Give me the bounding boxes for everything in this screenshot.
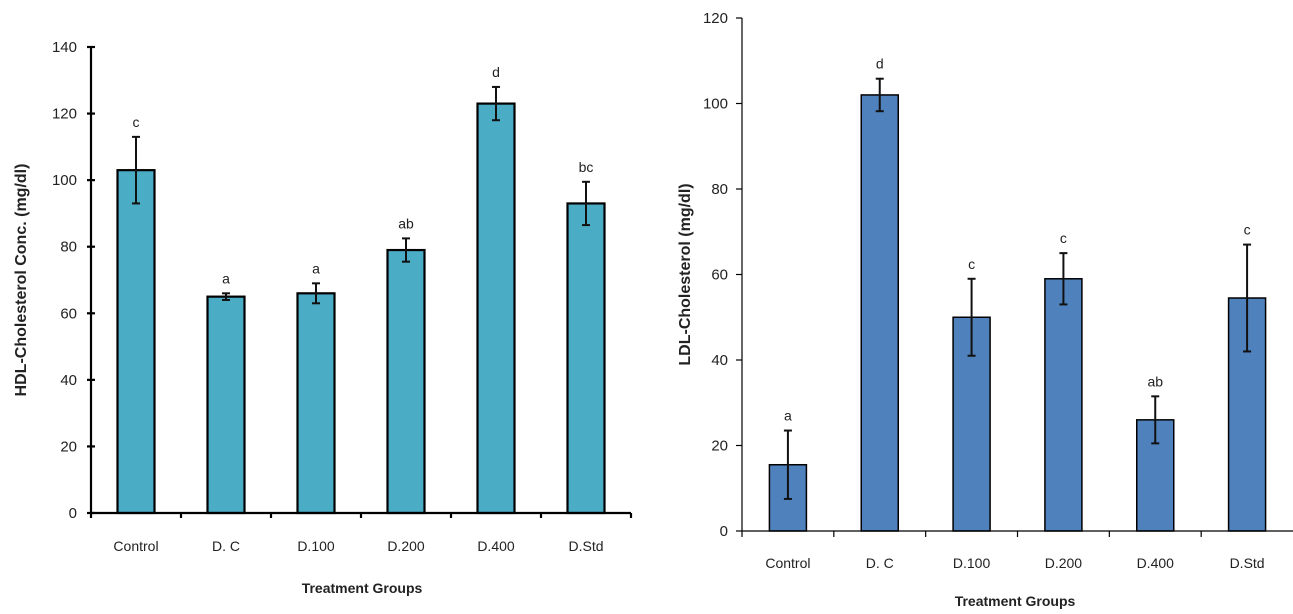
y-tick-label: 60: [60, 305, 77, 322]
y-tick-label: 0: [720, 523, 728, 540]
significance-label: bc: [579, 159, 594, 175]
y-tick-label: 20: [711, 438, 728, 455]
bar: [206, 295, 246, 515]
y-tick-label: 100: [703, 96, 728, 113]
category-label: D.400: [1137, 555, 1175, 571]
significance-label: d: [492, 64, 500, 80]
bar: [476, 102, 516, 515]
significance-label: d: [876, 56, 884, 72]
significance-label: c: [133, 114, 140, 130]
y-tick-label: 120: [52, 106, 77, 123]
y-tick-label: 80: [711, 181, 728, 198]
category-label: D.400: [477, 538, 515, 554]
category-label: D.Std: [1230, 555, 1265, 571]
x-axis-title: Treatment Groups: [955, 593, 1076, 609]
bar: [116, 169, 156, 515]
bar: [296, 292, 336, 515]
category-label: D.100: [297, 538, 335, 554]
y-tick-label: 60: [711, 267, 728, 284]
y-tick-label: 40: [711, 352, 728, 369]
y-tick-label: 120: [703, 10, 728, 27]
y-tick-label: 20: [60, 438, 77, 455]
category-label: Control: [113, 538, 158, 554]
y-tick-label: 80: [60, 239, 77, 256]
y-tick-label: 40: [60, 372, 77, 389]
y-axis-title: LDL-Cholesterol (mg/dl): [677, 183, 694, 365]
ldl-chart: a Control d D. C c D.100 c D.200 ab D.400 c D.Std 0 2…: [677, 10, 1293, 609]
significance-label: a: [222, 270, 230, 286]
y-tick-label: 100: [52, 172, 77, 189]
category-label: D. C: [866, 555, 894, 571]
y-tick-label: 0: [69, 505, 77, 522]
category-label: Control: [765, 555, 810, 571]
y-axis-title: HDL-Cholesterol Conc. (mg/dl): [13, 164, 30, 397]
x-axis-title: Treatment Groups: [302, 580, 423, 596]
bar: [566, 202, 606, 515]
category-label: D.200: [1045, 555, 1083, 571]
bar: [1044, 278, 1083, 532]
bar: [386, 248, 426, 515]
category-label: D.200: [387, 538, 425, 554]
category-label: D. C: [212, 538, 240, 554]
y-tick-label: 140: [52, 39, 77, 56]
category-label: D.Std: [568, 538, 603, 554]
category-label: D.100: [953, 555, 991, 571]
significance-label: ab: [1147, 373, 1163, 389]
significance-label: a: [784, 408, 792, 424]
hdl-chart: c Control a D. C a D.100 ab D.200 d D.400 bc D.Std 0…: [13, 39, 633, 596]
significance-label: a: [312, 260, 320, 276]
bar: [860, 94, 899, 532]
significance-label: c: [1060, 230, 1067, 246]
significance-label: c: [1244, 222, 1251, 238]
significance-label: c: [968, 256, 975, 272]
significance-label: ab: [398, 215, 414, 231]
